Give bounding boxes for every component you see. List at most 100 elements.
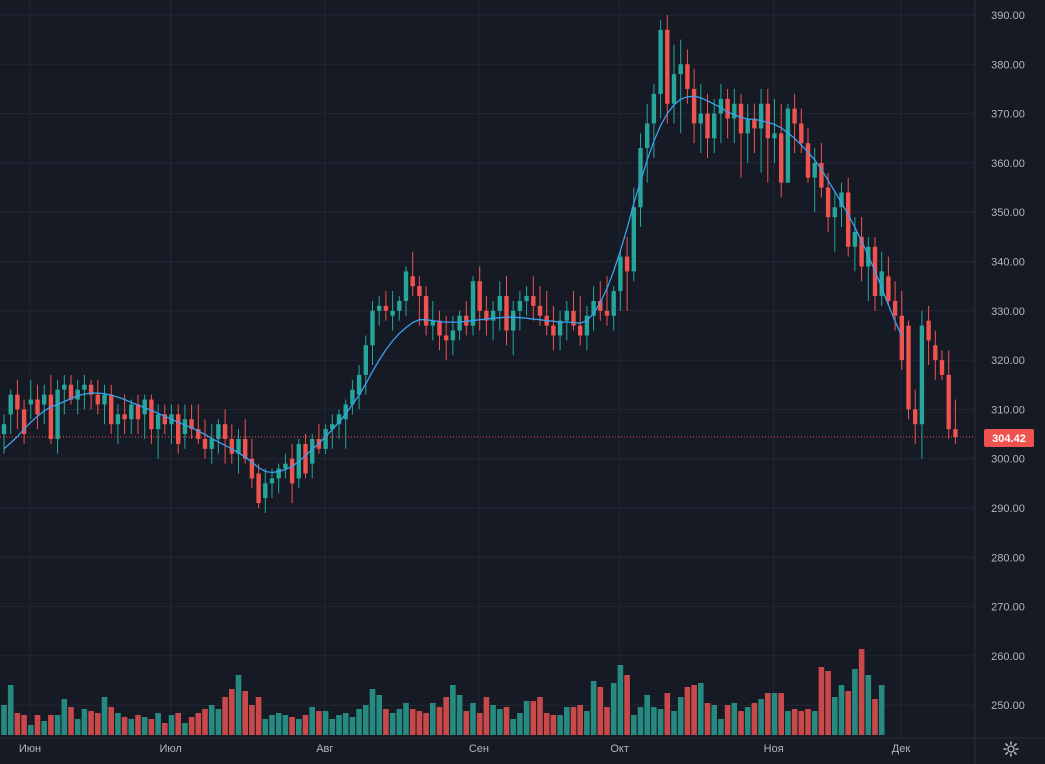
volume-bar xyxy=(731,703,738,735)
volume-bar xyxy=(275,713,282,735)
volume-bar xyxy=(115,713,121,735)
candle xyxy=(437,310,442,351)
candle-body xyxy=(892,300,898,316)
candle xyxy=(142,394,147,439)
candle xyxy=(651,84,657,158)
volume-bar xyxy=(14,713,21,735)
volume-bar xyxy=(195,713,202,735)
volume-bar xyxy=(610,683,617,735)
candle-body xyxy=(779,133,784,183)
y-tick-label: 300.00 xyxy=(991,454,1025,466)
candle-body xyxy=(504,296,509,331)
volume-bar xyxy=(456,695,463,735)
candle xyxy=(846,177,851,257)
volume-bar xyxy=(88,711,94,735)
volume-bar xyxy=(21,715,27,735)
volume-bar xyxy=(436,707,443,735)
candle xyxy=(62,374,67,415)
candle-body xyxy=(906,325,911,410)
candle xyxy=(15,379,20,430)
candle-body xyxy=(812,162,817,178)
candle-body xyxy=(95,394,100,405)
volume-bar xyxy=(215,709,222,735)
volume-bar xyxy=(818,667,825,735)
candle xyxy=(933,330,938,380)
candle xyxy=(758,88,764,173)
volume-bar xyxy=(356,709,362,735)
candle xyxy=(899,291,904,370)
candle-body xyxy=(698,113,703,124)
candle xyxy=(28,379,33,420)
candle xyxy=(557,310,563,351)
candle xyxy=(283,453,288,479)
volume-bar xyxy=(811,711,818,735)
candle-body xyxy=(410,276,415,287)
candle-body xyxy=(176,414,181,444)
last-price-badge-bg xyxy=(984,429,1034,447)
y-tick-label: 390.00 xyxy=(991,10,1025,22)
volume-bar xyxy=(302,715,309,735)
candle xyxy=(176,404,181,454)
x-tick-label: Сен xyxy=(469,743,489,755)
volume-bar xyxy=(677,697,684,735)
candle xyxy=(839,182,844,227)
x-tick-label: Дек xyxy=(892,743,911,755)
volume-bar xyxy=(483,697,490,735)
candle xyxy=(517,291,523,331)
candle-body xyxy=(712,113,717,139)
price-axis-area[interactable] xyxy=(975,0,1045,738)
volume-bar xyxy=(450,685,456,735)
chart-settings-button[interactable] xyxy=(996,736,1026,762)
candle xyxy=(122,394,127,435)
candle xyxy=(825,172,831,232)
candle-body xyxy=(276,468,281,479)
candle-body xyxy=(953,429,958,437)
candle-body xyxy=(209,438,214,449)
candle-body xyxy=(738,103,744,134)
volume-bar xyxy=(838,685,845,735)
volume-bar xyxy=(409,709,416,735)
volume-bar xyxy=(108,707,114,735)
x-tick-label: Авг xyxy=(316,743,333,755)
candle xyxy=(236,429,241,474)
candle-body xyxy=(745,118,750,134)
volume-bar xyxy=(798,711,805,735)
candle xyxy=(95,379,100,415)
candle xyxy=(256,463,261,508)
volume-bar xyxy=(7,685,14,735)
volume-bar xyxy=(617,665,624,735)
candle-body xyxy=(229,438,234,454)
volume-bar xyxy=(269,715,275,735)
time-axis-area[interactable] xyxy=(0,738,975,764)
volume-bar xyxy=(162,723,168,735)
volume-bar xyxy=(296,719,302,735)
candle-body xyxy=(243,438,248,459)
volume-bar xyxy=(188,717,195,735)
volume-bar xyxy=(135,715,141,735)
candle-body xyxy=(859,236,864,267)
volume-bar xyxy=(765,693,771,735)
volume-bar xyxy=(778,693,784,735)
candle-body xyxy=(249,458,255,479)
candle-body xyxy=(671,74,677,104)
candle xyxy=(618,251,623,311)
candle xyxy=(524,286,529,316)
candle xyxy=(377,296,382,326)
candle xyxy=(129,399,134,435)
volume-bar xyxy=(577,705,583,735)
candle-body xyxy=(68,384,74,400)
volume-bar xyxy=(289,717,295,735)
candle xyxy=(42,384,47,425)
candle xyxy=(886,256,891,306)
candle xyxy=(383,291,389,321)
candle-body xyxy=(115,414,121,425)
candle xyxy=(665,15,670,124)
candle xyxy=(410,251,415,297)
volume-bar xyxy=(570,707,577,735)
candle xyxy=(182,404,188,449)
candle xyxy=(785,103,791,183)
candle xyxy=(249,438,255,489)
volume-bar xyxy=(74,719,81,735)
